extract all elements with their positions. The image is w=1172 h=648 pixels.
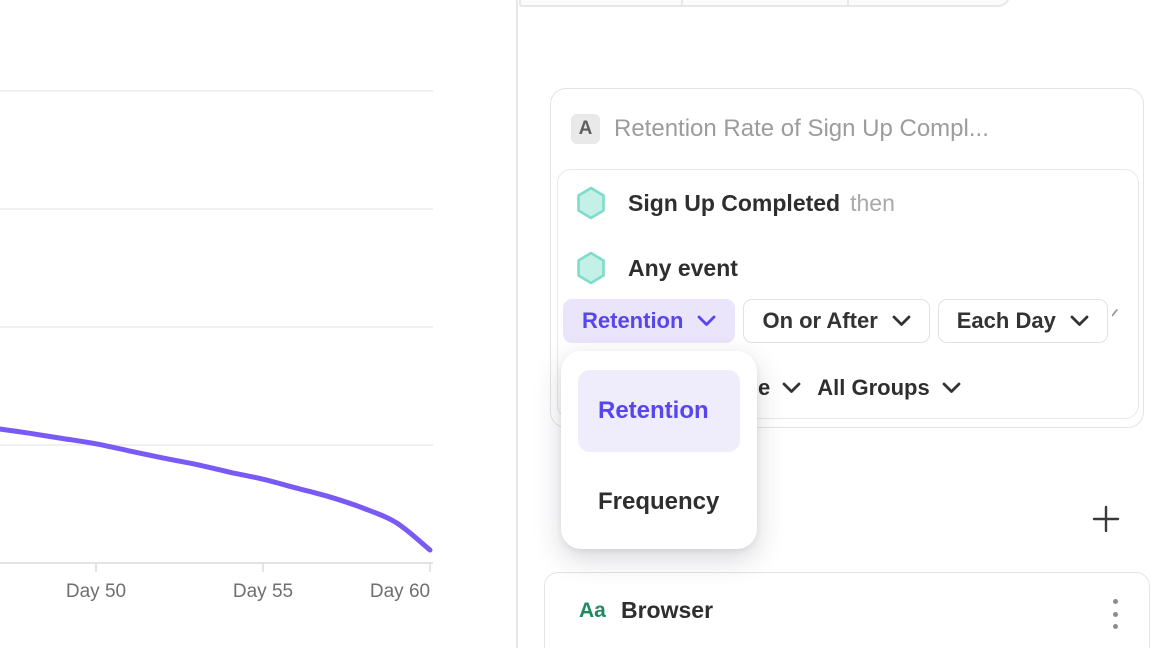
group-by-dropdown[interactable]: All Groups xyxy=(817,375,930,400)
retention-controls-row: Retention On or After Each Day xyxy=(563,299,1108,343)
svg-text:Day 50: Day 50 xyxy=(66,581,126,602)
breakdown-card: Aa Browser xyxy=(544,572,1150,648)
chevron-down-icon xyxy=(1070,315,1089,326)
string-property-icon: Aa xyxy=(579,599,606,622)
event-row-born[interactable]: Sign Up Completed then xyxy=(576,186,895,220)
clipped-control-fragment xyxy=(1111,308,1123,321)
chevron-down-icon xyxy=(782,382,801,393)
retention-line-chart-svg: Day 50 Day 55 Day 60 xyxy=(0,90,433,602)
retention-chart: Day 50 Day 55 Day 60 xyxy=(0,0,517,648)
kebab-menu-icon[interactable] xyxy=(1107,597,1123,631)
event-suffix: then xyxy=(850,189,895,216)
series-badge: A xyxy=(571,114,600,144)
menu-item-retention[interactable]: Retention xyxy=(578,370,740,452)
event-row-return[interactable]: Any event xyxy=(576,251,748,285)
measure-dropdown-label: Retention xyxy=(582,308,684,333)
segment-divider xyxy=(847,0,849,5)
secondary-controls-row: e All Groups xyxy=(758,372,977,404)
event-hexagon-icon xyxy=(577,186,605,220)
svg-text:Day 60: Day 60 xyxy=(370,581,430,602)
chevron-down-icon xyxy=(698,315,716,326)
on-or-after-label: On or After xyxy=(762,308,878,333)
chevron-down-icon xyxy=(892,315,911,326)
event-name: Sign Up Completed xyxy=(628,189,841,216)
menu-item-frequency[interactable]: Frequency xyxy=(598,488,720,515)
segment-divider xyxy=(681,0,683,5)
interval-label: Each Day xyxy=(956,308,1056,333)
event-builder-card: Sign Up Completed then Any event Retenti… xyxy=(557,169,1139,419)
breakdown-property-label[interactable]: Browser xyxy=(621,597,714,623)
event-name: Any event xyxy=(628,254,738,281)
interval-dropdown[interactable]: Each Day xyxy=(937,299,1108,343)
on-or-after-dropdown[interactable]: On or After xyxy=(743,299,930,343)
event-hexagon-icon xyxy=(577,251,605,285)
panel-divider xyxy=(516,0,518,648)
clipped-dropdown-fragment[interactable]: e xyxy=(758,375,771,400)
svg-text:Day 55: Day 55 xyxy=(233,581,293,602)
query-title-input[interactable]: Retention Rate of Sign Up Compl... xyxy=(614,115,989,142)
plus-icon xyxy=(1092,505,1120,533)
measure-dropdown[interactable]: Retention xyxy=(563,299,736,343)
chevron-down-icon xyxy=(942,382,961,393)
measure-dropdown-menu: Retention Frequency xyxy=(561,351,757,549)
clipped-segmented-control[interactable] xyxy=(519,0,1010,7)
add-button[interactable] xyxy=(1089,502,1123,536)
